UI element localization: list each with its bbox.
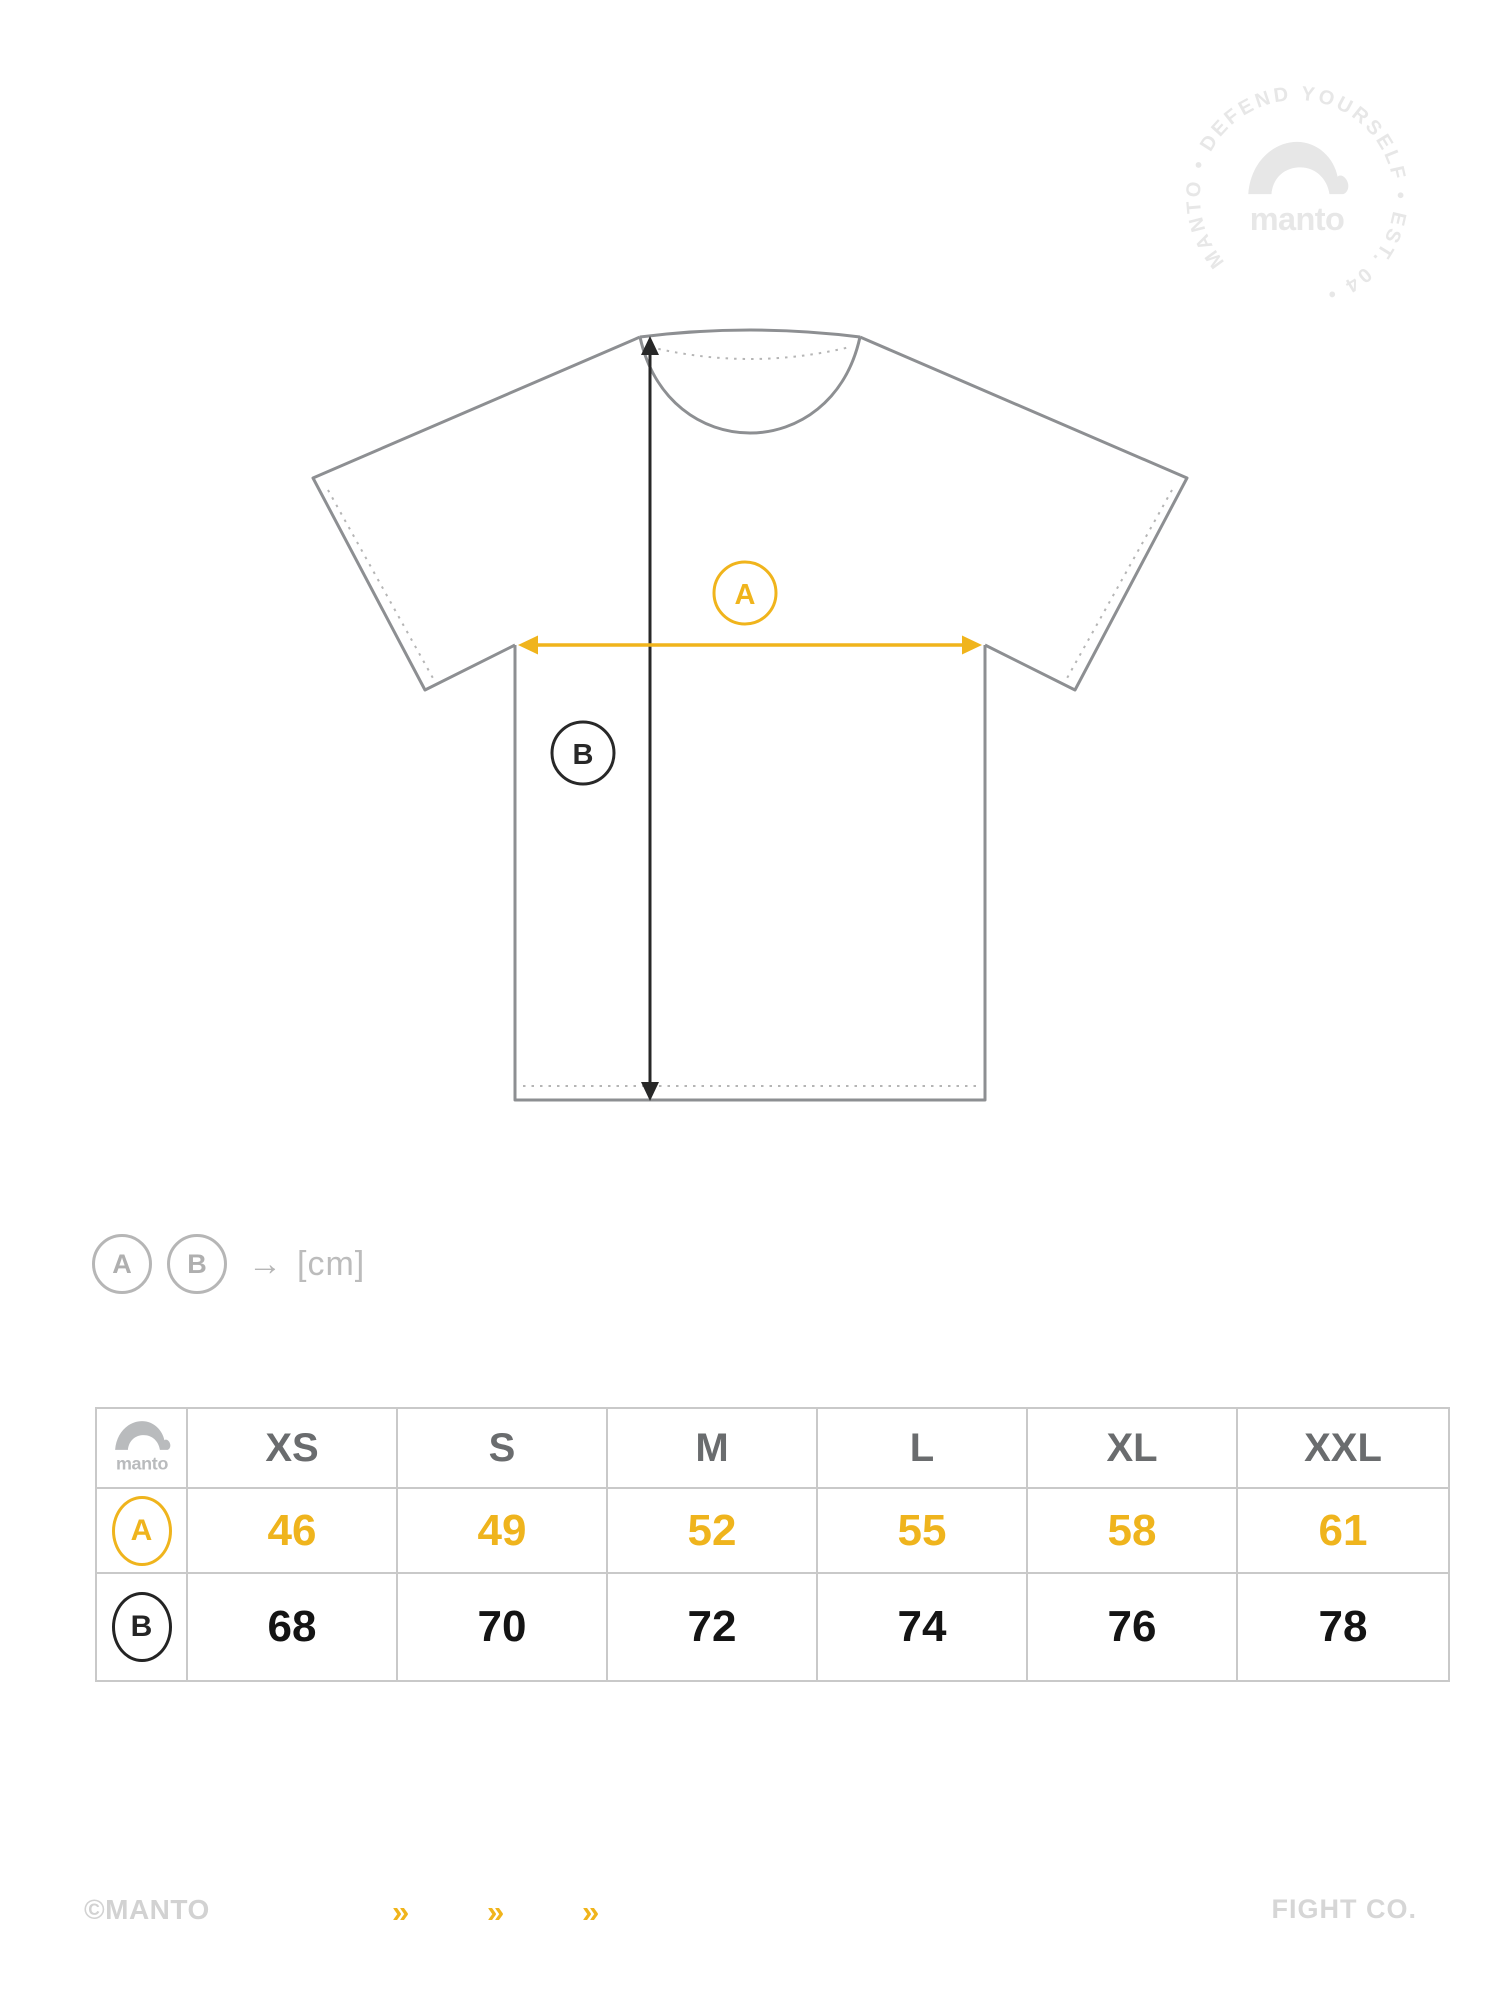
measurement-value: 78 <box>1236 1572 1450 1682</box>
measurement-value: 70 <box>396 1572 608 1682</box>
measure-b-badge: B <box>550 720 616 786</box>
tshirt-measurement-diagram: A B <box>311 328 1189 1102</box>
legend-arrow-icon: → <box>248 1244 282 1283</box>
size-chart-table: XS S M L XL XXL A 46 49 52 55 58 61 B 68… <box>95 1407 1450 1682</box>
copyright-label: ©MANTO <box>84 1894 210 1925</box>
measurement-value: 46 <box>186 1487 398 1574</box>
measurement-value: 72 <box>606 1572 818 1682</box>
chevrons-icon: » <box>582 1894 600 1929</box>
table-row-b: B 68 70 72 74 76 78 <box>95 1572 1450 1682</box>
table-header-row: XS S M L XL XXL <box>95 1407 1450 1489</box>
measurement-value: 52 <box>606 1487 818 1574</box>
measure-b-badge-label: B <box>573 739 594 771</box>
legend-b-badge: B <box>167 1234 227 1294</box>
size-column-header: S <box>396 1407 608 1489</box>
units-legend: A B → [cm] <box>92 1234 365 1294</box>
legend-a-label: A <box>112 1248 132 1279</box>
measurement-value: 68 <box>186 1572 398 1682</box>
fight-co-label: FIGHT CO. <box>1271 1894 1417 1924</box>
size-column-header: XXL <box>1236 1407 1450 1489</box>
size-column-header: XL <box>1026 1407 1238 1489</box>
chevrons-icon: » <box>487 1894 505 1929</box>
measurement-value: 55 <box>816 1487 1028 1574</box>
legend-a-badge: A <box>92 1234 152 1294</box>
legend-unit-label: [cm] <box>297 1244 366 1283</box>
size-column-header: XS <box>186 1407 398 1489</box>
row-b-label-cell: B <box>95 1572 188 1682</box>
size-column-header: M <box>606 1407 818 1489</box>
measurement-value: 49 <box>396 1487 608 1574</box>
measurement-value: 61 <box>1236 1487 1450 1574</box>
measurement-value: 58 <box>1026 1487 1238 1574</box>
svg-text:MANTO • DEFEND YOURSELF • EST.: MANTO • DEFEND YOURSELF • EST. 04 • <box>1167 67 1427 327</box>
badge-circular-text: MANTO • DEFEND YOURSELF • EST. 04 • <box>1167 67 1427 327</box>
measure-a-arrow <box>518 635 982 655</box>
measure-a-badge-label: A <box>735 579 756 611</box>
size-column-header: L <box>816 1407 1028 1489</box>
manto-logo-watermark <box>1248 141 1349 236</box>
row-b-badge: B <box>111 1592 172 1662</box>
legend-b-label: B <box>187 1248 207 1279</box>
chevrons-icon: » <box>392 1894 410 1929</box>
row-a-label-cell: A <box>95 1487 188 1574</box>
measure-a-badge: A <box>712 560 778 626</box>
measurement-value: 76 <box>1026 1572 1238 1682</box>
manto-logo-icon <box>114 1420 170 1473</box>
measure-b-arrow <box>641 336 659 1101</box>
tshirt-outline <box>311 328 1189 1102</box>
table-row-a: A 46 49 52 55 58 61 <box>95 1487 1450 1574</box>
measurement-value: 74 <box>816 1572 1028 1682</box>
manto-watermark-badge: MANTO • DEFEND YOURSELF • EST. 04 • <box>1167 67 1427 327</box>
row-a-badge: A <box>111 1495 172 1566</box>
page-footer: ©MANTO » » » FIGHT CO. <box>0 1894 1499 1934</box>
tshirt-stitching <box>327 346 1173 1087</box>
table-brand-logo-cell <box>95 1407 188 1489</box>
